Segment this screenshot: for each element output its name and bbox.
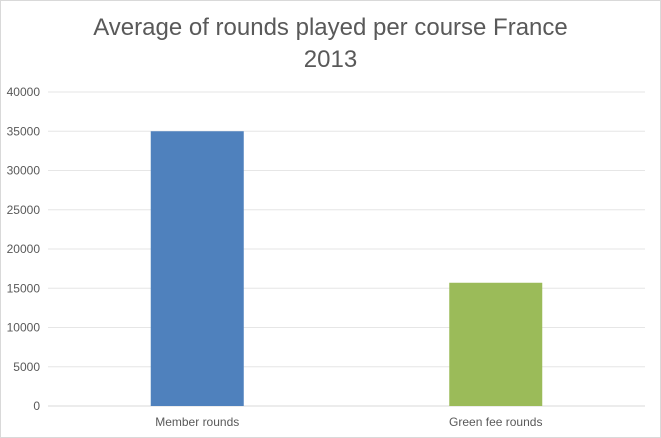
x-axis-categories: Member rounds Green fee rounds: [155, 415, 542, 429]
y-tick-label: 10000: [7, 321, 41, 335]
chart-title-line-2: 2013: [303, 46, 358, 73]
x-category-label: Green fee rounds: [449, 415, 542, 429]
y-tick-label: 25000: [7, 203, 41, 217]
y-tick-label: 20000: [7, 242, 41, 256]
chart-title-line-1: Average of rounds played per course Fran…: [93, 14, 568, 41]
y-tick-label: 35000: [7, 124, 41, 138]
y-tick-label: 15000: [7, 281, 41, 295]
y-tick-label: 0: [33, 399, 40, 413]
bars: [150, 131, 543, 406]
y-tick-label: 30000: [7, 164, 41, 178]
y-axis-ticks: 0 5000 10000 15000 20000 25000 30000 35000 40000: [7, 85, 41, 413]
y-tick-label: 40000: [7, 85, 41, 99]
chart-title: Average of rounds played per course Fran…: [0, 12, 661, 76]
gridlines: [48, 91, 645, 407]
x-category-label: Member rounds: [155, 415, 239, 429]
bar-member-rounds: [150, 131, 244, 406]
y-tick-label: 5000: [13, 360, 40, 374]
bar-green-fee-rounds: [449, 282, 543, 406]
